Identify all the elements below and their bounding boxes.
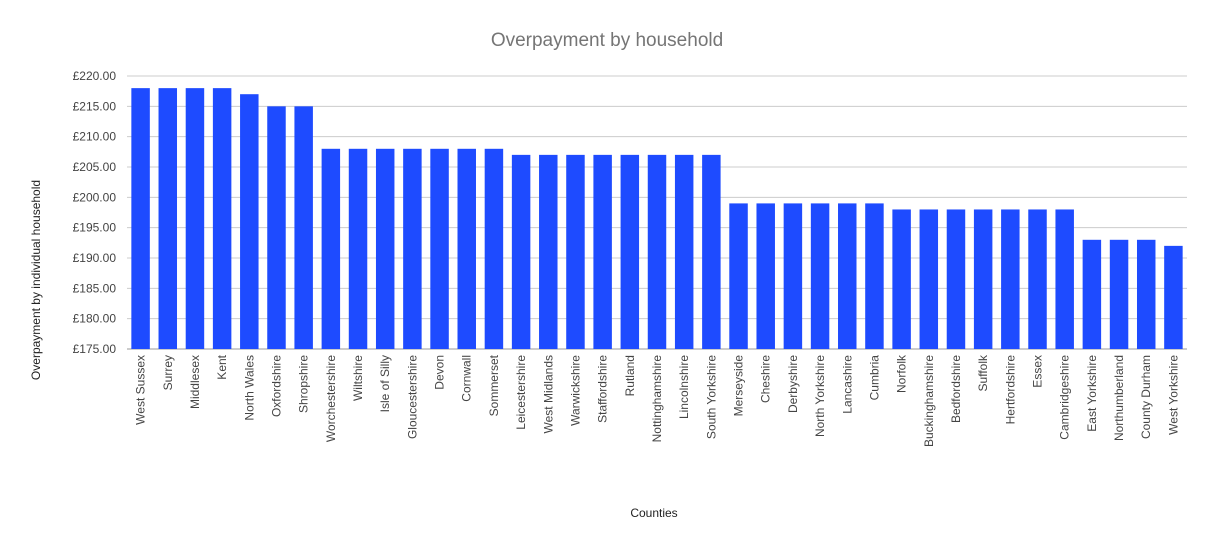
x-tick-label: Suffolk bbox=[976, 354, 990, 391]
y-tick-label: £215.00 bbox=[73, 99, 117, 113]
x-tick-label: Merseyside bbox=[732, 355, 746, 417]
x-tick-label: Derbyshire bbox=[786, 355, 800, 413]
x-tick-label: South Yorkshire bbox=[704, 355, 718, 439]
x-tick-label: Essex bbox=[1031, 355, 1045, 388]
y-axis-ticks: £175.00 £180.00 £185.00 £190.00 £195.00 £200.… bbox=[73, 69, 117, 356]
bar-cambridgeshire bbox=[1055, 209, 1074, 349]
bar-gloucestershire bbox=[403, 148, 422, 349]
x-tick-label: Surrey bbox=[161, 355, 175, 390]
bar-bedfordshire bbox=[946, 209, 966, 349]
x-tick-label: West Sussex bbox=[134, 355, 148, 425]
x-tick-label: Sommerset bbox=[487, 354, 501, 416]
bar-essex bbox=[1028, 209, 1047, 349]
bar-lancashire bbox=[838, 203, 857, 349]
y-tick-label: £205.00 bbox=[73, 160, 117, 174]
x-tick-label: Cheshire bbox=[759, 355, 773, 403]
x-tick-label: North Wales bbox=[242, 355, 256, 421]
bar-isle-of-silly bbox=[375, 148, 395, 349]
chart-title: Overpayment by household bbox=[491, 30, 723, 51]
x-tick-label: Shropshire bbox=[297, 355, 311, 413]
x-tick-label: Isle of Silly bbox=[378, 355, 392, 412]
x-tick-label: Lincolnshire bbox=[677, 355, 691, 419]
x-tick-label: Bedfordshire bbox=[949, 355, 963, 423]
x-tick-label: Nottinghamshire bbox=[650, 355, 664, 443]
bar-wiltshire bbox=[348, 148, 368, 349]
y-tick-label: £210.00 bbox=[73, 130, 117, 144]
bar-devon bbox=[430, 148, 449, 349]
bar-merseyside bbox=[729, 203, 748, 349]
bar-cumbria bbox=[865, 203, 884, 349]
bar-kent bbox=[212, 88, 232, 349]
x-tick-label: Cornwall bbox=[460, 355, 474, 402]
y-tick-label: £220.00 bbox=[73, 69, 117, 83]
bars bbox=[131, 88, 1183, 349]
bar-south-yorkshire bbox=[702, 154, 721, 349]
bar-county-durham bbox=[1136, 239, 1156, 349]
bar-east-yorkshire bbox=[1082, 239, 1102, 349]
bar-shropshire bbox=[294, 106, 313, 349]
y-tick-label: £195.00 bbox=[73, 221, 117, 235]
bar-north-wales bbox=[240, 94, 259, 349]
bar-cornwall bbox=[457, 148, 476, 349]
bar-warwickshire bbox=[566, 154, 585, 349]
bar-northumberland bbox=[1109, 239, 1129, 349]
bar-buckinghamshire bbox=[919, 209, 939, 349]
bar-norfolk bbox=[892, 209, 911, 349]
bar-sommerset bbox=[484, 148, 504, 349]
bar-middlesex bbox=[185, 88, 205, 349]
bar-oxfordshire bbox=[267, 106, 286, 349]
bar-surrey bbox=[158, 88, 178, 349]
x-tick-label: Staffordshire bbox=[596, 355, 610, 423]
x-tick-label: Hertfordshire bbox=[1003, 355, 1017, 425]
x-tick-label: Cumbria bbox=[867, 355, 881, 401]
bar-derbyshire bbox=[783, 203, 803, 349]
x-tick-label: Leicestershire bbox=[514, 355, 528, 430]
x-tick-label: Oxfordshire bbox=[269, 355, 283, 417]
x-tick-label: Rutland bbox=[623, 355, 637, 396]
bar-worchestershire bbox=[321, 148, 341, 349]
x-tick-label: Wiltshire bbox=[351, 355, 365, 401]
x-tick-label: Cambridgeshire bbox=[1058, 355, 1072, 440]
x-tick-label: Warwickshire bbox=[568, 355, 582, 426]
bar-lincolnshire bbox=[674, 154, 694, 349]
bar-cheshire bbox=[756, 203, 775, 349]
bar-north-yorkshire bbox=[810, 203, 830, 349]
bar-suffolk bbox=[973, 209, 993, 349]
y-tick-label: £180.00 bbox=[73, 312, 117, 326]
bar-west-midlands bbox=[539, 154, 558, 349]
x-tick-label: Devon bbox=[433, 355, 447, 390]
x-tick-label: West Midlands bbox=[541, 355, 555, 433]
y-tick-label: £185.00 bbox=[73, 281, 117, 295]
x-tick-label: Worchestershire bbox=[324, 355, 338, 442]
bar-staffordshire bbox=[593, 154, 612, 349]
x-tick-label: Kent bbox=[215, 354, 229, 379]
bar-west-yorkshire bbox=[1164, 245, 1183, 349]
x-tick-label: East Yorkshire bbox=[1085, 355, 1099, 432]
bar-rutland bbox=[620, 154, 640, 349]
bar-nottinghamshire bbox=[647, 154, 667, 349]
y-axis-label: Overpayment by individual household bbox=[29, 180, 43, 380]
x-tick-label: North Yorkshire bbox=[813, 355, 827, 437]
x-tick-label: Norfolk bbox=[895, 354, 909, 393]
y-tick-label: £190.00 bbox=[73, 251, 117, 265]
bar-leicestershire bbox=[511, 154, 531, 349]
x-tick-label: Middlesex bbox=[188, 355, 202, 409]
x-axis-ticks: West Sussex Surrey Middlesex Kent North Wale… bbox=[134, 354, 1181, 447]
x-tick-label: County Durham bbox=[1139, 355, 1153, 439]
x-tick-label: Northumberland bbox=[1112, 355, 1126, 441]
x-tick-label: Buckinghamshire bbox=[922, 355, 936, 447]
y-tick-label: £175.00 bbox=[73, 342, 117, 356]
x-tick-label: Gloucestershire bbox=[405, 355, 419, 439]
y-tick-label: £200.00 bbox=[73, 190, 117, 204]
x-tick-label: Lancashire bbox=[840, 355, 854, 414]
x-axis-label: Counties bbox=[630, 506, 677, 520]
x-tick-label: West Yorkshire bbox=[1166, 355, 1180, 435]
bar-west-sussex bbox=[131, 88, 150, 349]
bar-hertfordshire bbox=[1001, 209, 1020, 349]
